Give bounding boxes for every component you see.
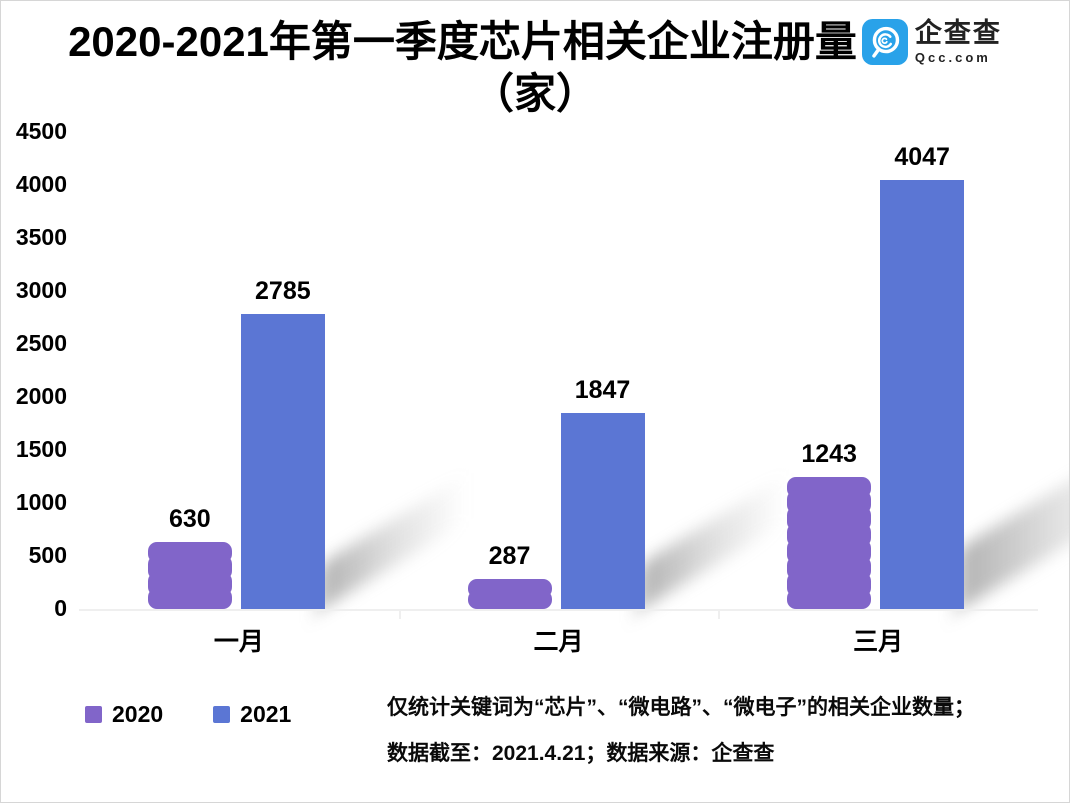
title-row: 2020-2021年第一季度芯片相关企业注册量 企查查 Qcc.com xyxy=(1,15,1069,70)
bar-segment xyxy=(147,588,232,609)
bar-value-label: 1243 xyxy=(801,440,857,469)
bar-shadow xyxy=(958,419,1069,611)
bar-shadow xyxy=(638,465,804,611)
y-axis-tick-label: 1000 xyxy=(15,489,67,515)
qcc-logo: 企查查 Qcc.com xyxy=(861,19,1002,66)
chart-legend: 2020 2021 xyxy=(85,701,291,728)
x-axis-category-label: 一月 xyxy=(213,628,264,656)
y-axis-tick-label: 3000 xyxy=(15,277,67,303)
bar-value-label: 630 xyxy=(168,505,211,534)
bar-2020 xyxy=(787,477,872,609)
bar-segment xyxy=(787,588,872,609)
bar-value-label: 4047 xyxy=(894,143,950,172)
bar-segment xyxy=(467,589,552,609)
chart-title-unit: （家） xyxy=(471,69,598,117)
bar-value-label: 287 xyxy=(488,541,531,570)
qcc-magnifier-q-icon xyxy=(861,19,908,66)
legend-swatch xyxy=(213,706,231,723)
chart-footnote: 仅统计关键词为“芯片”、“微电路”、“微电子”的相关企业数量； 数据截至：202… xyxy=(387,685,975,777)
legend-swatch xyxy=(85,706,102,723)
footnote-line1: 仅统计关键词为“芯片”、“微电路”、“微电子”的相关企业数量； xyxy=(387,696,975,719)
bar-2021 xyxy=(560,413,645,609)
y-axis-tick-label: 3500 xyxy=(15,224,67,250)
y-axis-tick-label: 4500 xyxy=(15,118,67,144)
bar-2020 xyxy=(467,578,552,609)
y-axis-tick-label: 2500 xyxy=(15,330,67,356)
bar-2021 xyxy=(240,313,325,609)
x-axis-category-label: 三月 xyxy=(853,628,904,656)
bar-2020 xyxy=(147,542,232,609)
qcc-logo-name: 企查查 xyxy=(914,18,1002,49)
bar-value-label: 1847 xyxy=(574,376,631,405)
qcc-logo-text: 企查查 Qcc.com xyxy=(915,19,1002,65)
x-axis-line xyxy=(79,609,1038,611)
bar-value-label: 2785 xyxy=(255,276,311,305)
y-axis-tick-label: 2000 xyxy=(15,383,67,409)
qcc-logo-domain: Qcc.com xyxy=(914,49,991,65)
legend-label: 2021 xyxy=(240,701,292,727)
y-axis-tick-label: 0 xyxy=(54,595,67,621)
bar-2021 xyxy=(880,180,965,609)
bar-shadow xyxy=(318,465,484,611)
footnote-line2: 数据截至：2021.4.21；数据来源：企查查 xyxy=(387,742,775,765)
legend-item-2020: 2020 xyxy=(85,701,163,728)
y-axis-tick-label: 1500 xyxy=(15,436,67,462)
x-axis-category-label: 二月 xyxy=(533,628,584,656)
y-axis-tick-label: 4000 xyxy=(15,171,67,197)
chart-title: 2020-2021年第一季度芯片相关企业注册量 xyxy=(68,18,857,65)
y-axis-tick-label: 500 xyxy=(28,542,67,568)
legend-item-2021: 2021 xyxy=(213,701,291,728)
chart-header: 2020-2021年第一季度芯片相关企业注册量 企查查 Qcc.com （家） xyxy=(1,15,1069,116)
x-axis-tick xyxy=(718,609,721,619)
x-axis-tick xyxy=(398,609,401,619)
legend-label: 2020 xyxy=(112,701,164,727)
